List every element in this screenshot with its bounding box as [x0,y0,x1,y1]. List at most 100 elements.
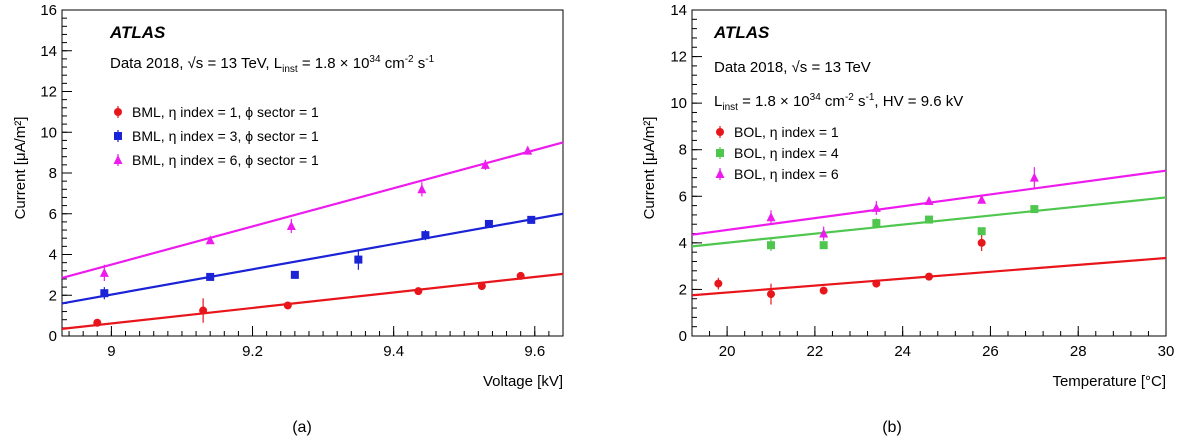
fit-line [61,212,564,305]
x-tick-label: 9.4 [383,343,404,360]
data-point [99,267,109,277]
x-tick-label: 26 [982,343,999,360]
data-point [1029,172,1039,182]
data-point [767,241,775,250]
data-point [516,271,525,280]
data-point [414,287,423,296]
fit-line [61,272,564,330]
data-point [767,290,775,299]
y-tick-label: 10 [40,124,57,141]
panel-b-ticks [691,9,1167,337]
data-point [819,286,828,295]
data-point [1030,205,1039,214]
y-tick-label: 6 [49,206,57,223]
panel-a-chart: 9 9.2 9.4 9.6 0 2 4 6 8 10 12 14 16 ATLAS Data 2018,… [12,2,564,436]
x-tick-label: 28 [1070,343,1087,360]
x-tick-label: 20 [719,343,736,360]
y-tick-label: 6 [679,188,687,205]
data-point [819,241,828,250]
y-tick-label: 12 [670,49,687,66]
legend-entry: BOL, η index = 4 [734,145,839,161]
panel-a-caption: (a) [292,419,312,436]
data-point [484,219,493,228]
x-tick-label: 30 [1158,343,1175,360]
x-tick-label: 9.2 [242,343,263,360]
data-point [924,195,934,205]
legend-entry: BOL, η index = 1 [734,124,839,140]
y-tick-label: 0 [49,328,57,345]
data-point [354,255,363,264]
data-point [417,184,427,194]
legend-marker [114,108,122,116]
data-point [290,270,299,279]
y-tick-label: 12 [40,84,57,101]
data-point [714,279,723,288]
x-tick-label: 24 [894,343,911,360]
data-point [205,235,215,245]
data-point [480,159,490,169]
data-point [925,272,933,281]
data-point [819,228,829,238]
y-tick-label: 8 [679,142,687,159]
data-point [523,145,533,155]
panel-a-info-line: Data 2018, √s = 13 TeV, Linst = 1.8 × 10… [110,54,435,75]
y-tick-label: 8 [49,165,57,182]
x-tick-label: 22 [807,343,824,360]
legend-marker [716,149,724,157]
data-point [283,301,292,310]
data-point [206,272,215,281]
data-point [766,212,776,222]
panel-a-y-axis-label: Current [μA/m²] [12,117,29,220]
y-tick-label: 4 [679,235,687,252]
legend-marker [716,128,724,136]
data-point [100,289,109,298]
y-tick-label: 2 [49,287,57,304]
panel-b-x-axis-label: Temperature [°C] [1052,373,1166,390]
y-tick-label: 14 [670,2,687,19]
data-point [477,282,486,291]
legend-entry: BML, η index = 6, ϕ sector = 1 [132,152,319,168]
legend-marker [113,155,123,164]
data-point [421,231,430,240]
y-tick-label: 4 [49,247,57,264]
data-point [93,318,102,327]
panel-a-tick-labels: 9 9.2 9.4 9.6 0 2 4 6 8 10 12 14 16 [40,2,545,360]
data-point [977,227,986,236]
data-point [872,279,881,288]
fit-line [61,141,564,279]
legend-entry: BOL, η index = 6 [734,166,839,182]
legend-entry: BML, η index = 1, ϕ sector = 1 [132,104,319,120]
y-tick-label: 2 [679,281,687,298]
y-tick-label: 10 [670,95,687,112]
panel-b-data-points [714,167,1039,305]
x-tick-label: 9.6 [524,343,545,360]
y-tick-label: 16 [40,2,57,19]
panel-a-fit-lines [61,141,564,330]
panel-b-caption: (b) [882,419,902,436]
legend-entry: BML, η index = 3, ϕ sector = 1 [132,128,319,144]
data-point [286,220,296,230]
panel-b-legend: BOL, η index = 1 BOL, η index = 4 BOL, η i… [715,124,839,182]
panel-b-frame [691,9,1167,337]
data-point [199,306,208,315]
panel-b-y-axis-label: Current [μA/m²] [641,117,658,220]
panel-a-atlas-label: ATLAS [109,23,166,42]
panel-a-ticks [62,9,564,337]
data-point [527,215,536,224]
y-tick-label: 14 [40,43,57,60]
panel-b-atlas-label: ATLAS [713,23,770,42]
x-tick-label: 9 [107,343,115,360]
data-point [872,219,881,228]
data-point [871,202,881,212]
panel-a-x-axis-label: Voltage [kV] [483,373,563,390]
data-point [977,238,986,247]
legend-marker [114,132,122,140]
legend-marker [715,169,725,178]
data-point [977,194,987,204]
panel-a-legend: BML, η index = 1, ϕ sector = 1 BML, η ind… [113,104,319,168]
panel-a-data-points [93,145,536,327]
panel-b-info-line-1: Data 2018, √s = 13 TeV [714,59,871,76]
